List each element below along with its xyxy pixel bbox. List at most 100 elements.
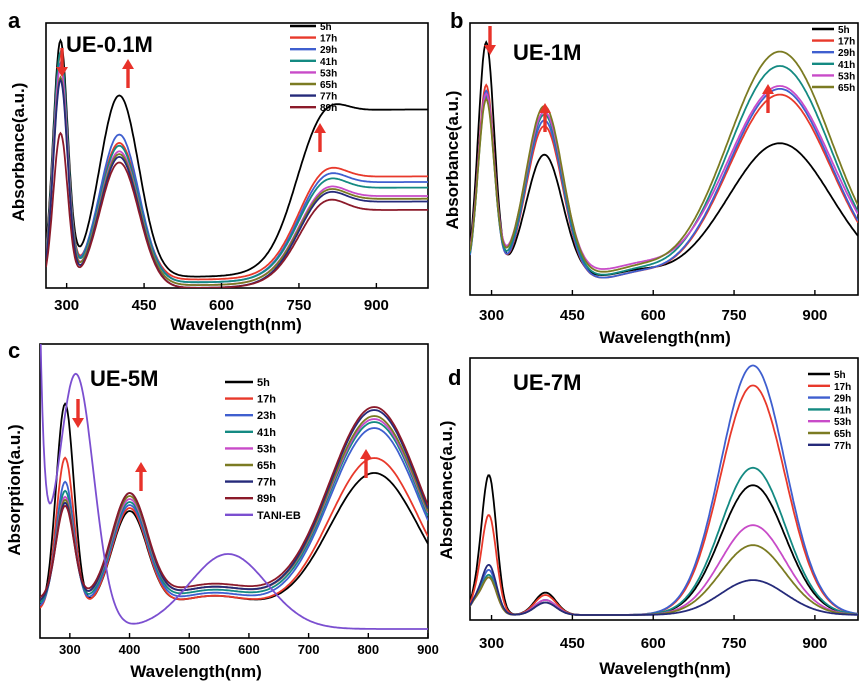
- trend-arrow-head: [360, 449, 372, 459]
- series-line-17h: [470, 384, 858, 616]
- panel-title: UE-0.1M: [66, 32, 153, 57]
- panel-c: 300 400 500 600 700 800 900 c UE-5M Wavelength(nm…: [5, 338, 439, 681]
- x-tick-label: 300: [479, 307, 504, 324]
- legend-entry: 53h: [834, 417, 851, 428]
- x-tick-label: 300: [479, 635, 504, 652]
- legend-entry: 29h: [320, 45, 337, 56]
- panel-a: 300 450 600 750 900 a UE-0.1M Wavelength(nm) Abs…: [8, 8, 429, 334]
- x-tick-label: 900: [802, 307, 827, 324]
- plot-frame: [39, 343, 429, 639]
- series-group: [46, 38, 428, 288]
- plot-frame: [469, 357, 859, 621]
- series-line-tani-eb: [40, 344, 428, 630]
- plot-frame: [469, 22, 859, 296]
- legend-entry: 41h: [320, 57, 337, 68]
- trend-arrow-head: [314, 123, 326, 133]
- legend-entry: 65h: [834, 429, 851, 440]
- x-tick-label: 800: [357, 642, 379, 657]
- legend-entry: 17h: [834, 382, 851, 393]
- y-axis-label: Absorbance(a.u.): [437, 421, 456, 560]
- legend-entry: TANI-EB: [257, 510, 301, 522]
- panel-b: 300 450 600 750 900 b UE-1M Wavelength(nm) Absor…: [443, 8, 859, 347]
- series-line-65h: [46, 75, 428, 286]
- legend: 5h 17h 23h 41h 53h 65h 77h 89h TANI-EB: [225, 377, 301, 522]
- legend-entry: 5h: [320, 22, 332, 33]
- legend-entry: 41h: [838, 60, 855, 71]
- series-line-29h: [470, 88, 858, 279]
- x-tick-label: 450: [132, 297, 157, 314]
- legend-entry: 17h: [257, 394, 276, 406]
- series-line-77h: [470, 563, 858, 616]
- series-line-29h: [470, 364, 858, 616]
- legend-entry: 29h: [834, 394, 851, 405]
- legend-entry: 65h: [838, 83, 855, 94]
- legend-entry: 17h: [320, 34, 337, 45]
- x-tick-label: 450: [560, 307, 585, 324]
- x-axis-label: Wavelength(nm): [130, 662, 262, 681]
- x-tick-label: 750: [286, 297, 311, 314]
- panel-title: UE-7M: [513, 370, 581, 395]
- x-tick-label: 300: [54, 297, 79, 314]
- x-tick-label: 600: [641, 307, 666, 324]
- plot-frame: [45, 22, 429, 289]
- panel-title: UE-1M: [513, 40, 581, 65]
- series-group: [470, 40, 858, 279]
- x-tick-label: 450: [560, 635, 585, 652]
- x-tick-label: 900: [802, 635, 827, 652]
- series-line-23h: [40, 427, 428, 607]
- legend-entry: 77h: [320, 92, 337, 103]
- legend-entry: 77h: [834, 441, 851, 452]
- panel-letter: d: [448, 365, 461, 390]
- legend-entry: 77h: [257, 477, 276, 489]
- series-line-41h: [470, 65, 858, 276]
- series-line-89h: [40, 406, 428, 598]
- series-line-17h: [470, 83, 858, 279]
- legend-entry: 17h: [838, 37, 855, 48]
- legend-entry: 65h: [320, 80, 337, 91]
- x-tick-label: 700: [298, 642, 320, 657]
- series-line-65h: [470, 50, 858, 273]
- trend-arrow-head: [135, 462, 147, 472]
- trend-arrow-head: [484, 45, 496, 55]
- panel-letter: a: [8, 8, 21, 33]
- series-line-29h: [46, 61, 428, 284]
- series-line-65h: [470, 544, 858, 616]
- legend-entry: 65h: [257, 460, 276, 472]
- series-group: [40, 344, 428, 630]
- x-tick-label: 300: [59, 642, 81, 657]
- series-line-17h: [46, 52, 428, 281]
- trend-arrow-head: [122, 59, 134, 69]
- y-axis-label: Absorbance(a.u.): [9, 83, 28, 222]
- legend-entry: 41h: [834, 405, 851, 416]
- trend-arrow-head: [539, 103, 551, 113]
- legend-entry: 53h: [257, 443, 276, 455]
- x-axis-label: Wavelength(nm): [599, 659, 731, 678]
- x-axis-label: Wavelength(nm): [170, 315, 302, 334]
- series-line-5h: [470, 40, 858, 276]
- x-tick-label: 600: [238, 642, 260, 657]
- x-tick-label: 750: [722, 635, 747, 652]
- x-tick-label: 900: [417, 642, 439, 657]
- series-line-89h: [46, 131, 428, 288]
- trend-arrow-head: [56, 67, 68, 77]
- legend-entry: 29h: [838, 48, 855, 59]
- panel-letter: c: [8, 338, 20, 363]
- trend-arrow-head: [762, 84, 774, 94]
- legend-entry: 5h: [834, 370, 846, 381]
- x-tick-label: 400: [119, 642, 141, 657]
- y-axis-label: Absorbance(a.u.): [443, 91, 462, 230]
- legend-entry: 89h: [320, 103, 337, 114]
- legend-entry: 53h: [320, 68, 337, 79]
- series-line-5h: [470, 474, 858, 616]
- legend-entry: 5h: [838, 25, 850, 36]
- series-line-41h: [40, 421, 428, 604]
- panel-d: 300 450 600 750 900 d UE-7M Wavelength(nm) Absor…: [437, 357, 859, 678]
- series-group: [470, 364, 858, 616]
- legend-entry: 23h: [257, 410, 276, 422]
- series-line-41h: [470, 466, 858, 616]
- x-axis-label: Wavelength(nm): [599, 328, 731, 347]
- x-tick-label: 600: [641, 635, 666, 652]
